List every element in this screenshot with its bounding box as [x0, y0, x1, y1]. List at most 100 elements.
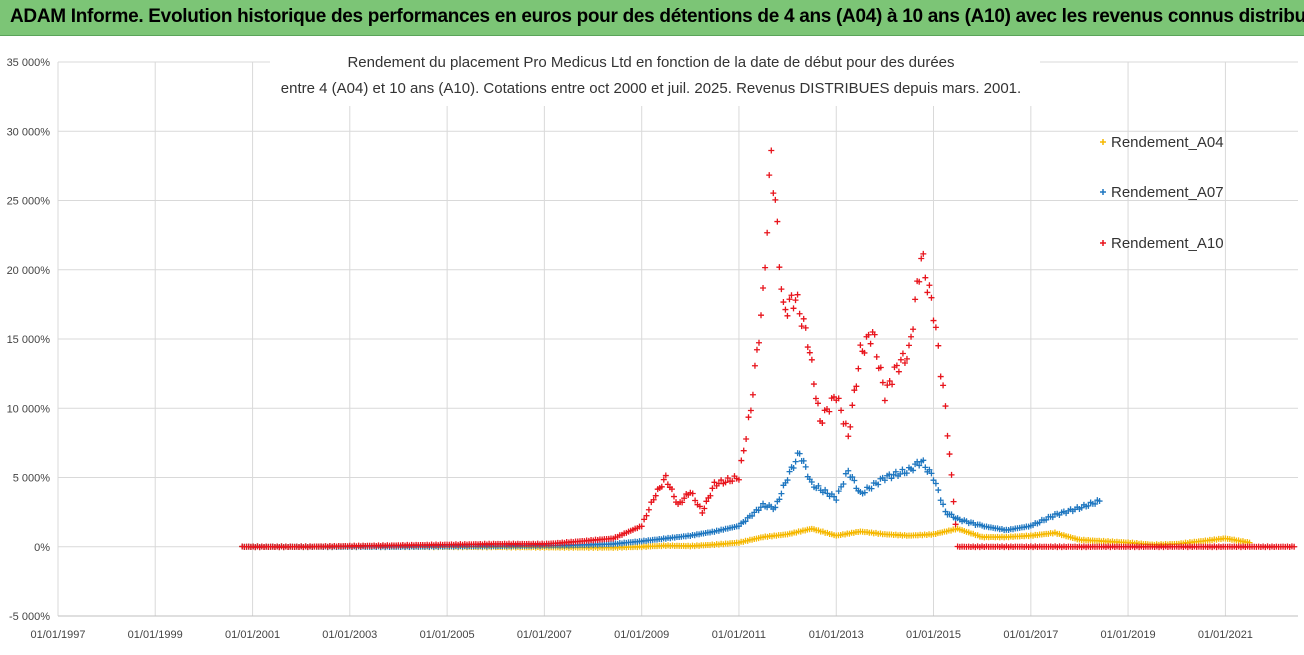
series-Rendement_A10 — [239, 147, 1298, 551]
legend-item: Rendement_A07 — [1100, 184, 1224, 201]
data-point — [776, 264, 783, 271]
x-tick-label: 01/01/2013 — [809, 629, 864, 641]
data-point — [922, 274, 929, 281]
data-point — [910, 326, 917, 333]
y-axis-tick-labels: -5 000% 0% 5 000% 10 000% 15 000% 20 000% 25 0… — [7, 57, 51, 623]
data-point — [857, 342, 864, 349]
data-point — [835, 395, 842, 402]
data-point — [800, 315, 807, 322]
data-point — [899, 466, 906, 473]
data-point — [749, 391, 756, 398]
data-point — [948, 471, 955, 478]
x-tick-label: 01/01/2009 — [614, 629, 669, 641]
data-point — [810, 381, 817, 388]
data-point — [735, 476, 742, 483]
chart-marks — [239, 147, 1298, 551]
y-tick-label: 30 000% — [7, 126, 51, 138]
data-point — [861, 349, 868, 356]
data-point — [762, 264, 769, 271]
chart-legend: Rendement_A04 Rendement_A07 Rendement_A10 — [1100, 134, 1224, 252]
data-point — [796, 450, 803, 457]
data-point — [703, 498, 710, 505]
data-point — [845, 433, 852, 440]
data-point — [724, 475, 731, 482]
legend-label: Rendement_A07 — [1111, 184, 1224, 201]
data-point — [747, 407, 754, 414]
data-point — [942, 508, 949, 515]
data-point — [662, 472, 669, 479]
x-tick-label: 01/01/2015 — [906, 629, 961, 641]
data-point — [784, 312, 791, 319]
scatter-chart: -5 000% 0% 5 000% 10 000% 15 000% 20 000% 25 0… — [0, 36, 1304, 655]
data-point — [788, 292, 795, 299]
data-point — [718, 477, 725, 484]
data-point — [768, 147, 775, 154]
data-point — [946, 451, 953, 458]
data-point — [774, 218, 781, 225]
data-point — [952, 521, 959, 528]
data-point — [802, 324, 809, 331]
data-point — [842, 420, 849, 427]
data-point — [833, 497, 840, 504]
data-point — [851, 477, 858, 484]
chart-title: Rendement du placement Pro Medicus Ltd e… — [347, 54, 954, 71]
data-point — [865, 331, 872, 338]
data-point — [916, 462, 923, 469]
data-point — [1085, 502, 1092, 509]
data-point — [792, 297, 799, 304]
data-point — [903, 355, 910, 362]
data-point — [886, 378, 893, 385]
data-point — [738, 457, 745, 464]
data-point — [871, 331, 878, 338]
data-point — [918, 255, 925, 262]
data-point — [899, 350, 906, 357]
y-tick-label: 20 000% — [7, 265, 51, 277]
x-tick-label: 01/01/1999 — [128, 629, 183, 641]
data-point — [641, 516, 648, 523]
legend-item: Rendement_A10 — [1100, 235, 1224, 252]
data-point — [749, 512, 756, 519]
data-point — [638, 523, 645, 530]
y-tick-label: 0% — [34, 542, 50, 554]
data-point — [766, 172, 773, 179]
data-point — [830, 393, 837, 400]
data-point — [892, 468, 899, 475]
data-point — [888, 475, 895, 482]
data-point — [806, 349, 813, 356]
data-point — [808, 478, 815, 485]
data-point — [937, 497, 944, 504]
data-point — [924, 289, 931, 296]
data-point — [782, 306, 789, 313]
data-point — [944, 432, 951, 439]
x-tick-label: 01/01/2005 — [420, 629, 475, 641]
data-point — [928, 294, 935, 301]
data-point — [937, 373, 944, 380]
data-point — [808, 356, 815, 363]
x-tick-label: 01/01/2021 — [1198, 629, 1253, 641]
data-point — [847, 423, 854, 430]
data-point — [861, 489, 868, 496]
data-point — [729, 478, 736, 485]
data-point — [875, 481, 882, 488]
y-tick-label: 35 000% — [7, 57, 51, 69]
data-point — [831, 493, 838, 500]
data-point — [770, 190, 777, 197]
data-point — [922, 464, 929, 471]
data-point — [916, 278, 923, 285]
data-point — [903, 470, 910, 477]
data-point — [877, 364, 884, 371]
x-tick-label: 01/01/2017 — [1003, 629, 1058, 641]
data-point — [804, 344, 811, 351]
data-point — [660, 476, 667, 483]
y-tick-label: 10 000% — [7, 403, 51, 415]
data-point — [926, 466, 933, 473]
data-point — [740, 447, 747, 454]
data-point — [942, 403, 949, 410]
data-point — [940, 382, 947, 389]
y-tick-label: 15 000% — [7, 334, 51, 346]
data-point — [800, 457, 807, 464]
data-point — [650, 496, 657, 503]
data-point — [815, 482, 822, 489]
data-point — [935, 487, 942, 494]
data-point — [776, 496, 783, 503]
